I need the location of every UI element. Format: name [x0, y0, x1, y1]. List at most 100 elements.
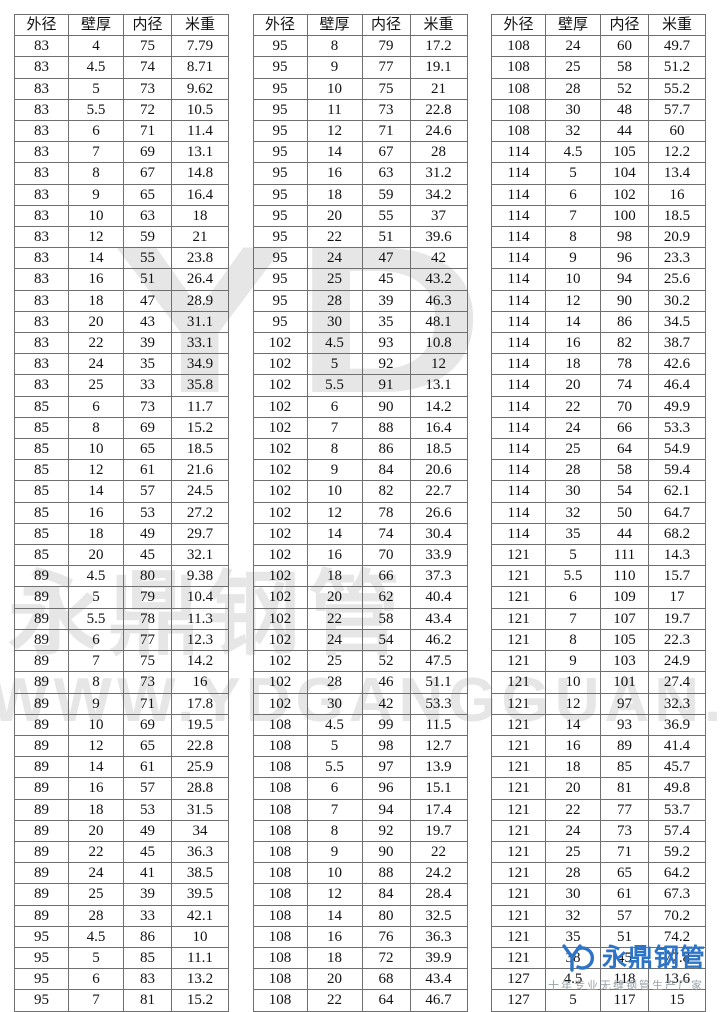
table-body-right: 108 24 60 49.7 108 25 58 51.2 108 28 52 55.2 108 30 48…	[491, 35, 706, 1012]
table-row: 108 25 58 51.2	[491, 56, 706, 79]
cell-wall-thickness: 8	[306, 819, 363, 842]
cell-outer-diameter: 95	[14, 968, 69, 991]
column-header-wall-thickness: 壁厚	[306, 13, 363, 37]
cell-outer-diameter: 121	[491, 862, 546, 885]
cell-weight-per-meter: 13.9	[409, 756, 468, 779]
cell-outer-diameter: 121	[491, 946, 546, 970]
cell-wall-thickness: 6	[68, 395, 124, 418]
cell-wall-thickness: 20	[306, 204, 363, 228]
cell-weight-per-meter: 14.2	[409, 395, 468, 418]
cell-inner-diameter: 86	[361, 438, 411, 461]
cell-weight-per-meter: 20.6	[409, 459, 468, 482]
table-header-row: 外径 壁厚 内径 米重	[252, 13, 468, 37]
cell-wall-thickness: 20	[545, 777, 601, 800]
cell-outer-diameter: 102	[252, 522, 308, 546]
cell-outer-diameter: 89	[14, 756, 69, 779]
cell-inner-diameter: 76	[361, 925, 411, 948]
cell-weight-per-meter: 11.1	[171, 946, 229, 970]
cell-outer-diameter: 108	[252, 968, 308, 991]
table-row: 83 20 43 31.1	[14, 310, 229, 334]
cell-inner-diameter: 74	[123, 56, 172, 79]
cell-weight-per-meter: 14.8	[171, 162, 229, 185]
cell-inner-diameter: 88	[361, 862, 411, 885]
cell-weight-per-meter: 22.3	[648, 628, 706, 652]
cell-inner-diameter: 75	[361, 77, 411, 100]
table-row: 102 9 84 20.6	[252, 459, 468, 482]
cell-inner-diameter: 53	[123, 798, 172, 821]
cell-inner-diameter: 63	[123, 204, 172, 228]
cell-inner-diameter: 78	[123, 607, 172, 630]
cell-inner-diameter: 98	[600, 226, 649, 249]
cell-wall-thickness: 6	[68, 968, 124, 991]
cell-outer-diameter: 127	[491, 989, 546, 1012]
cell-wall-thickness: 25	[306, 268, 363, 291]
table-row: 108 20 68 43.4	[252, 968, 468, 991]
cell-outer-diameter: 89	[14, 586, 69, 609]
table-row: 95 18 59 34.2	[252, 183, 468, 206]
cell-weight-per-meter: 28.4	[409, 883, 468, 906]
cell-outer-diameter: 108	[252, 840, 308, 864]
cell-inner-diameter: 51	[600, 925, 649, 948]
cell-weight-per-meter: 48.1	[409, 310, 468, 334]
cell-wall-thickness: 38	[545, 946, 601, 970]
cell-outer-diameter: 102	[252, 607, 308, 630]
table-row: 89 7 75 14.2	[14, 650, 229, 673]
cell-outer-diameter: 95	[252, 120, 308, 143]
cell-outer-diameter: 114	[491, 183, 546, 206]
cell-wall-thickness: 12	[306, 120, 363, 143]
cell-outer-diameter: 108	[252, 862, 308, 885]
cell-weight-per-meter: 17.2	[409, 35, 468, 58]
cell-inner-diameter: 66	[600, 416, 649, 440]
cell-outer-diameter: 102	[252, 586, 308, 609]
cell-weight-per-meter: 17.8	[171, 692, 229, 715]
cell-weight-per-meter: 23.8	[171, 247, 229, 270]
cell-weight-per-meter: 47.5	[409, 650, 468, 673]
column-header-weight-per-meter: 米重	[409, 13, 468, 37]
cell-weight-per-meter: 34	[171, 819, 229, 842]
table-row: 102 8 86 18.5	[252, 438, 468, 461]
cell-wall-thickness: 22	[306, 607, 363, 630]
cell-wall-thickness: 35	[545, 522, 601, 546]
cell-outer-diameter: 102	[252, 480, 308, 503]
cell-outer-diameter: 89	[14, 671, 69, 694]
cell-weight-per-meter: 15.7	[648, 565, 706, 588]
table-block-right: 外径 壁厚 内径 米重 108 24 60 49.7 108 25 58 51.2 108 28 5…	[491, 13, 706, 1012]
cell-wall-thickness: 5.5	[545, 565, 601, 588]
table-row: 121 35 51 74.2	[491, 925, 706, 948]
cell-weight-per-meter: 37	[409, 204, 468, 228]
cell-outer-diameter: 83	[14, 183, 69, 206]
cell-weight-per-meter: 45.7	[648, 756, 706, 779]
table-row: 95 28 39 46.3	[252, 289, 468, 312]
cell-wall-thickness: 7	[68, 989, 124, 1012]
cell-wall-thickness: 5	[68, 586, 124, 609]
cell-inner-diameter: 101	[600, 671, 649, 694]
cell-outer-diameter: 102	[252, 692, 308, 715]
cell-weight-per-meter: 10.8	[409, 332, 468, 355]
cell-outer-diameter: 121	[491, 840, 546, 864]
cell-outer-diameter: 85	[14, 544, 69, 567]
table-row: 89 12 65 22.8	[14, 734, 229, 758]
table-row: 85 8 69 15.2	[14, 416, 229, 440]
cell-inner-diameter: 85	[123, 946, 172, 970]
cell-inner-diameter: 98	[361, 734, 411, 758]
cell-inner-diameter: 103	[600, 650, 649, 673]
table-row: 83 25 33 35.8	[14, 374, 229, 397]
cell-outer-diameter: 121	[491, 756, 546, 779]
cell-weight-per-meter: 34.9	[171, 353, 229, 376]
table-row: 108 6 96 15.1	[252, 777, 468, 800]
table-row: 127 5 117 15	[491, 989, 706, 1012]
cell-weight-per-meter: 13.6	[648, 968, 706, 991]
cell-inner-diameter: 66	[361, 565, 411, 588]
table-row: 89 10 69 19.5	[14, 713, 229, 736]
cell-outer-diameter: 114	[491, 332, 546, 355]
cell-outer-diameter: 95	[14, 946, 69, 970]
cell-inner-diameter: 72	[361, 946, 411, 970]
cell-outer-diameter: 85	[14, 480, 69, 503]
table-body-left: 83 4 75 7.79 83 4.5 74 8.71 83 5 73 9.62 83 5.5 72 10.5…	[14, 35, 229, 1012]
table-row: 121 5 111 14.3	[491, 544, 706, 567]
cell-outer-diameter: 89	[14, 628, 69, 652]
cell-inner-diameter: 92	[361, 819, 411, 842]
cell-wall-thickness: 32	[545, 501, 601, 524]
cell-outer-diameter: 83	[14, 353, 69, 376]
cell-outer-diameter: 83	[14, 247, 69, 270]
